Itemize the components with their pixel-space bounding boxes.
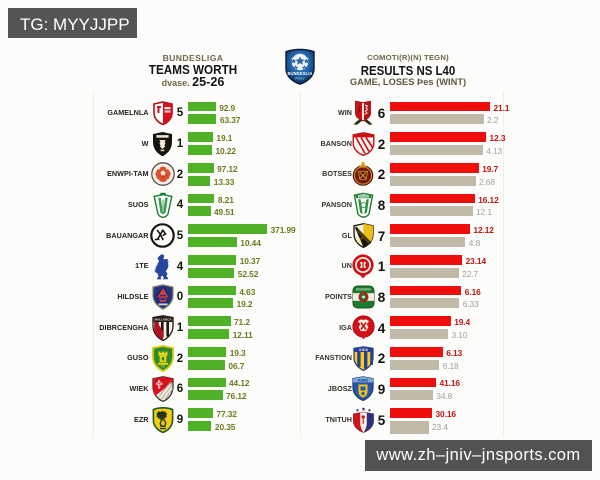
svg-text:PANSON: PANSON xyxy=(358,195,369,199)
svg-text:BUNGESLIA: BUNGESLIA xyxy=(287,71,312,76)
svg-text:POVV: POVV xyxy=(295,76,305,80)
svg-text:KOBS: KOBS xyxy=(358,379,369,383)
svg-text:FC: FC xyxy=(160,364,165,368)
svg-text:MALLARCA: MALLARCA xyxy=(154,317,172,321)
svg-text:SJDA: SJDA xyxy=(358,348,368,352)
